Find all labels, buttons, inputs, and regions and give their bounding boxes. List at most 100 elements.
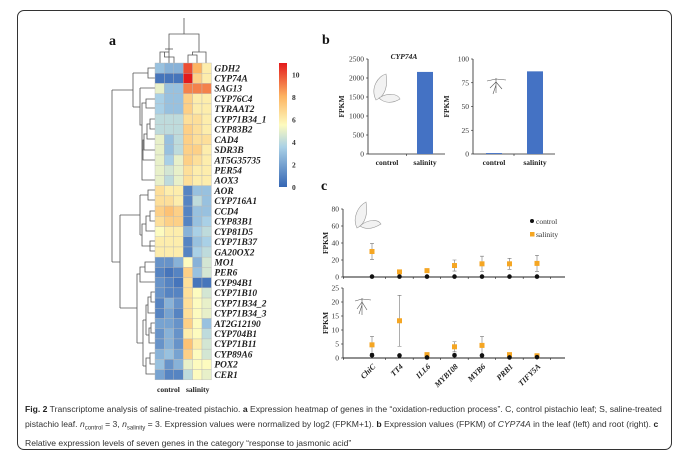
heatmap-cell bbox=[182, 134, 193, 145]
y-tick-label: 0 bbox=[465, 150, 469, 159]
colorbar-tick-label: 0 bbox=[292, 183, 296, 192]
colorbar-tick-label: 4 bbox=[292, 138, 296, 147]
heatmap-cell bbox=[182, 103, 193, 115]
heatmap-cell bbox=[182, 205, 193, 217]
heatmap-cell bbox=[201, 328, 212, 340]
heatmap-cell bbox=[201, 83, 212, 94]
y-tick-label: 500 bbox=[353, 131, 365, 140]
caption-panel-c: c bbox=[653, 418, 659, 429]
caption-text: in the leaf (left) and root (right). bbox=[530, 418, 654, 429]
x-tick-label: TT4 bbox=[389, 362, 405, 378]
root-icon bbox=[486, 78, 507, 95]
heatmap-cell bbox=[164, 62, 174, 74]
heatmap-cell bbox=[173, 185, 184, 197]
point-salinity bbox=[479, 261, 485, 267]
gene-label: CYP71B37 bbox=[214, 238, 257, 248]
gene-label: SDR3B bbox=[214, 146, 243, 156]
heatmap-cell bbox=[164, 236, 174, 248]
bar-salinity bbox=[527, 71, 543, 154]
y-tick-label: 20 bbox=[332, 256, 340, 265]
gene-label: CYP89A6 bbox=[214, 350, 252, 360]
heatmap-cell bbox=[201, 144, 212, 156]
heatmap-cell bbox=[154, 134, 165, 145]
heatmap-cell bbox=[173, 226, 184, 237]
heatmap-cell bbox=[201, 256, 212, 268]
heatmap-cell bbox=[154, 297, 165, 309]
heatmap-cell bbox=[201, 195, 212, 207]
heatmap-cell bbox=[154, 216, 165, 227]
point-control bbox=[534, 274, 540, 279]
gene-label: AOX3 bbox=[213, 177, 238, 187]
heatmap-cell bbox=[201, 236, 212, 248]
heatmap-cell bbox=[192, 297, 203, 309]
caption-panel-a: a bbox=[242, 404, 248, 414]
heatmap-cell bbox=[192, 277, 203, 289]
point-salinity bbox=[397, 318, 402, 324]
caption-text: Expression heatmap of genes in the “oxid… bbox=[25, 404, 662, 429]
heatmap-cell bbox=[201, 205, 212, 217]
x-tick-label: PRB1 bbox=[495, 362, 515, 382]
heatmap-cell bbox=[201, 164, 212, 176]
gene-label: PER54 bbox=[214, 167, 242, 177]
point-salinity bbox=[479, 342, 485, 348]
y-tick-label: 75 bbox=[462, 78, 470, 87]
heatmap-cell bbox=[192, 246, 203, 258]
heatmap-cell bbox=[173, 195, 184, 207]
point-control bbox=[507, 355, 512, 360]
heatmap-cell bbox=[192, 348, 203, 360]
heatmap-cell bbox=[201, 226, 212, 237]
heatmap-cell bbox=[173, 246, 184, 258]
heatmap-cell bbox=[164, 154, 174, 166]
y-tick-label: 80 bbox=[332, 205, 340, 214]
heatmap-col-label-control: control bbox=[157, 385, 180, 394]
gene-label: PER6 bbox=[214, 269, 237, 279]
heatmap-cell bbox=[201, 277, 212, 289]
heatmap-cell bbox=[173, 124, 184, 135]
heatmap-cell bbox=[173, 338, 184, 350]
heatmap-cell bbox=[154, 287, 165, 299]
heatmap-cell bbox=[154, 369, 165, 381]
point-salinity bbox=[534, 260, 540, 266]
leaf-icon bbox=[373, 73, 401, 103]
gene-label: CYP71B10 bbox=[214, 289, 257, 299]
heatmap-col-label-salinity: salinity bbox=[186, 385, 210, 394]
heatmap-cell bbox=[164, 328, 174, 340]
gene-label: CYP83B2 bbox=[214, 126, 252, 136]
colorbar-tick-label: 10 bbox=[292, 70, 300, 79]
heatmap-cell bbox=[154, 113, 165, 125]
y-tick-label: 0 bbox=[335, 273, 339, 282]
heatmap-cell bbox=[192, 124, 203, 135]
heatmap-cell bbox=[164, 308, 174, 319]
heatmap-cell bbox=[201, 93, 212, 105]
y-tick-label: 1000 bbox=[349, 112, 364, 121]
gene-label: GA20OX2 bbox=[214, 248, 254, 258]
heatmap-cell bbox=[182, 236, 193, 248]
y-tick-label: 0 bbox=[335, 354, 339, 363]
colorbar-ticks: 0 2 4 6 8 10 bbox=[292, 70, 300, 192]
heatmap-cell bbox=[173, 308, 184, 319]
heatmap-cell bbox=[192, 328, 203, 340]
x-tick-label: control bbox=[376, 158, 399, 167]
point-control bbox=[424, 355, 430, 360]
bar-salinity bbox=[417, 71, 433, 154]
heatmap-cell bbox=[192, 359, 203, 370]
heatmap-cell bbox=[164, 113, 174, 125]
gene-label: CYP94B1 bbox=[214, 279, 252, 289]
y-tick-label: 2500 bbox=[349, 55, 364, 64]
point-salinity bbox=[397, 269, 402, 275]
heatmap-cell bbox=[192, 318, 203, 329]
point-control bbox=[452, 274, 457, 279]
heatmap-cell bbox=[182, 318, 193, 329]
point-control bbox=[452, 352, 457, 358]
gene-label: CYP83B1 bbox=[214, 218, 252, 228]
heatmap-cell bbox=[192, 287, 203, 299]
heatmap-cell bbox=[182, 369, 193, 381]
heatmap-cell bbox=[173, 103, 184, 115]
column-dendrogram bbox=[159, 18, 207, 63]
heatmap-cell bbox=[201, 216, 212, 227]
gene-label: CYP74A bbox=[214, 75, 247, 85]
heatmap-cell bbox=[192, 216, 203, 227]
heatmap-cell bbox=[192, 236, 203, 248]
y-axis-label: FPKM bbox=[321, 312, 330, 334]
heatmap-cell bbox=[164, 338, 174, 350]
